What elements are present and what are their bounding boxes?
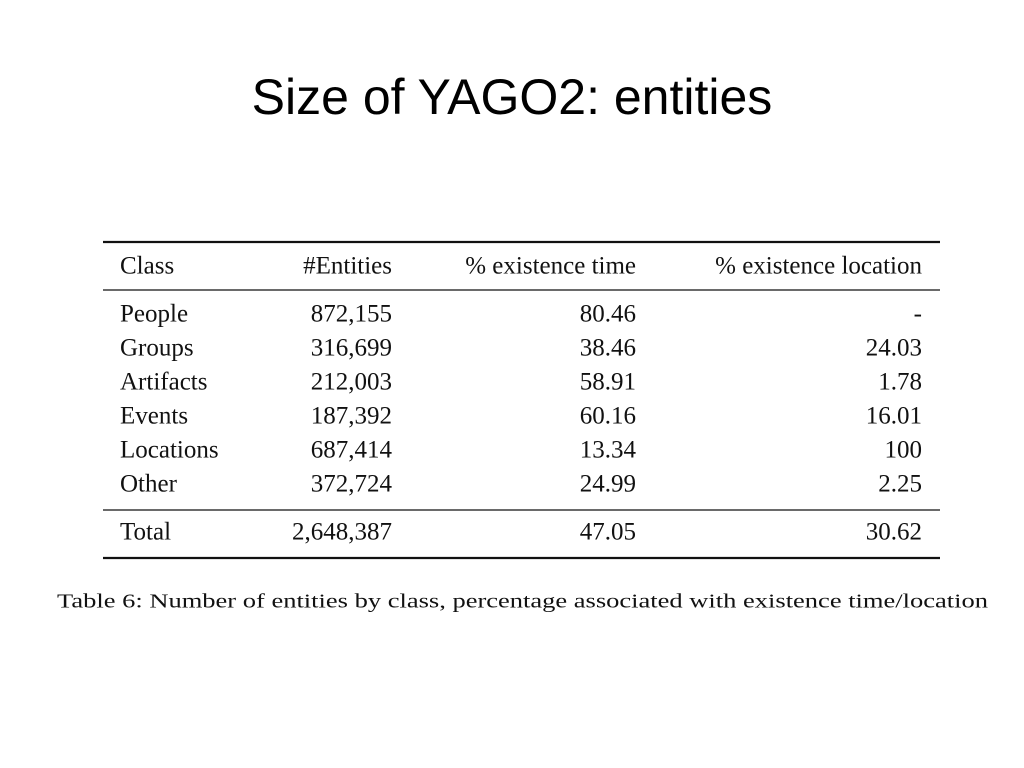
table-cell: 687,414 xyxy=(311,437,393,464)
header-cell: % existence time xyxy=(465,253,636,280)
table-caption: Table 6: Number of entities by class, pe… xyxy=(57,591,988,613)
table-cell: 372,724 xyxy=(311,471,393,498)
header-cell: Class xyxy=(120,253,174,280)
table-cell: Artifacts xyxy=(120,369,207,396)
table-cell: 212,003 xyxy=(311,369,392,396)
table-cell: 16.01 xyxy=(866,403,922,430)
table-cell: 24.99 xyxy=(580,471,636,498)
table-cell: 187,392 xyxy=(311,403,392,430)
table-cell: Locations xyxy=(120,437,219,464)
table-cell: 1.78 xyxy=(878,369,922,396)
table-cell: Groups xyxy=(120,335,194,362)
table-cell: 13.34 xyxy=(580,437,637,464)
table-cell: 100 xyxy=(885,437,923,464)
table-cell: Other xyxy=(120,471,178,498)
table-cell: 872,155 xyxy=(311,301,392,328)
table-cell: 24.03 xyxy=(866,335,922,362)
total-cell: 47.05 xyxy=(580,519,636,546)
table-cell: - xyxy=(914,301,922,328)
table-cell: 38.46 xyxy=(580,335,636,362)
table-cell: 2.25 xyxy=(878,471,922,498)
table-cell: 80.46 xyxy=(580,301,636,328)
header-cell: % existence location xyxy=(715,253,922,280)
table-cell: 60.16 xyxy=(580,403,636,430)
table-cell: People xyxy=(120,301,188,328)
table-cell: 316,699 xyxy=(311,335,392,362)
total-cell: Total xyxy=(120,519,171,546)
total-cell: 2,648,387 xyxy=(292,519,392,546)
table-cell: Events xyxy=(120,403,188,430)
header-cell: #Entities xyxy=(303,253,392,280)
total-cell: 30.62 xyxy=(866,519,922,546)
table-cell: 58.91 xyxy=(580,369,636,396)
slide-title: Size of YAGO2: entities xyxy=(252,69,773,125)
